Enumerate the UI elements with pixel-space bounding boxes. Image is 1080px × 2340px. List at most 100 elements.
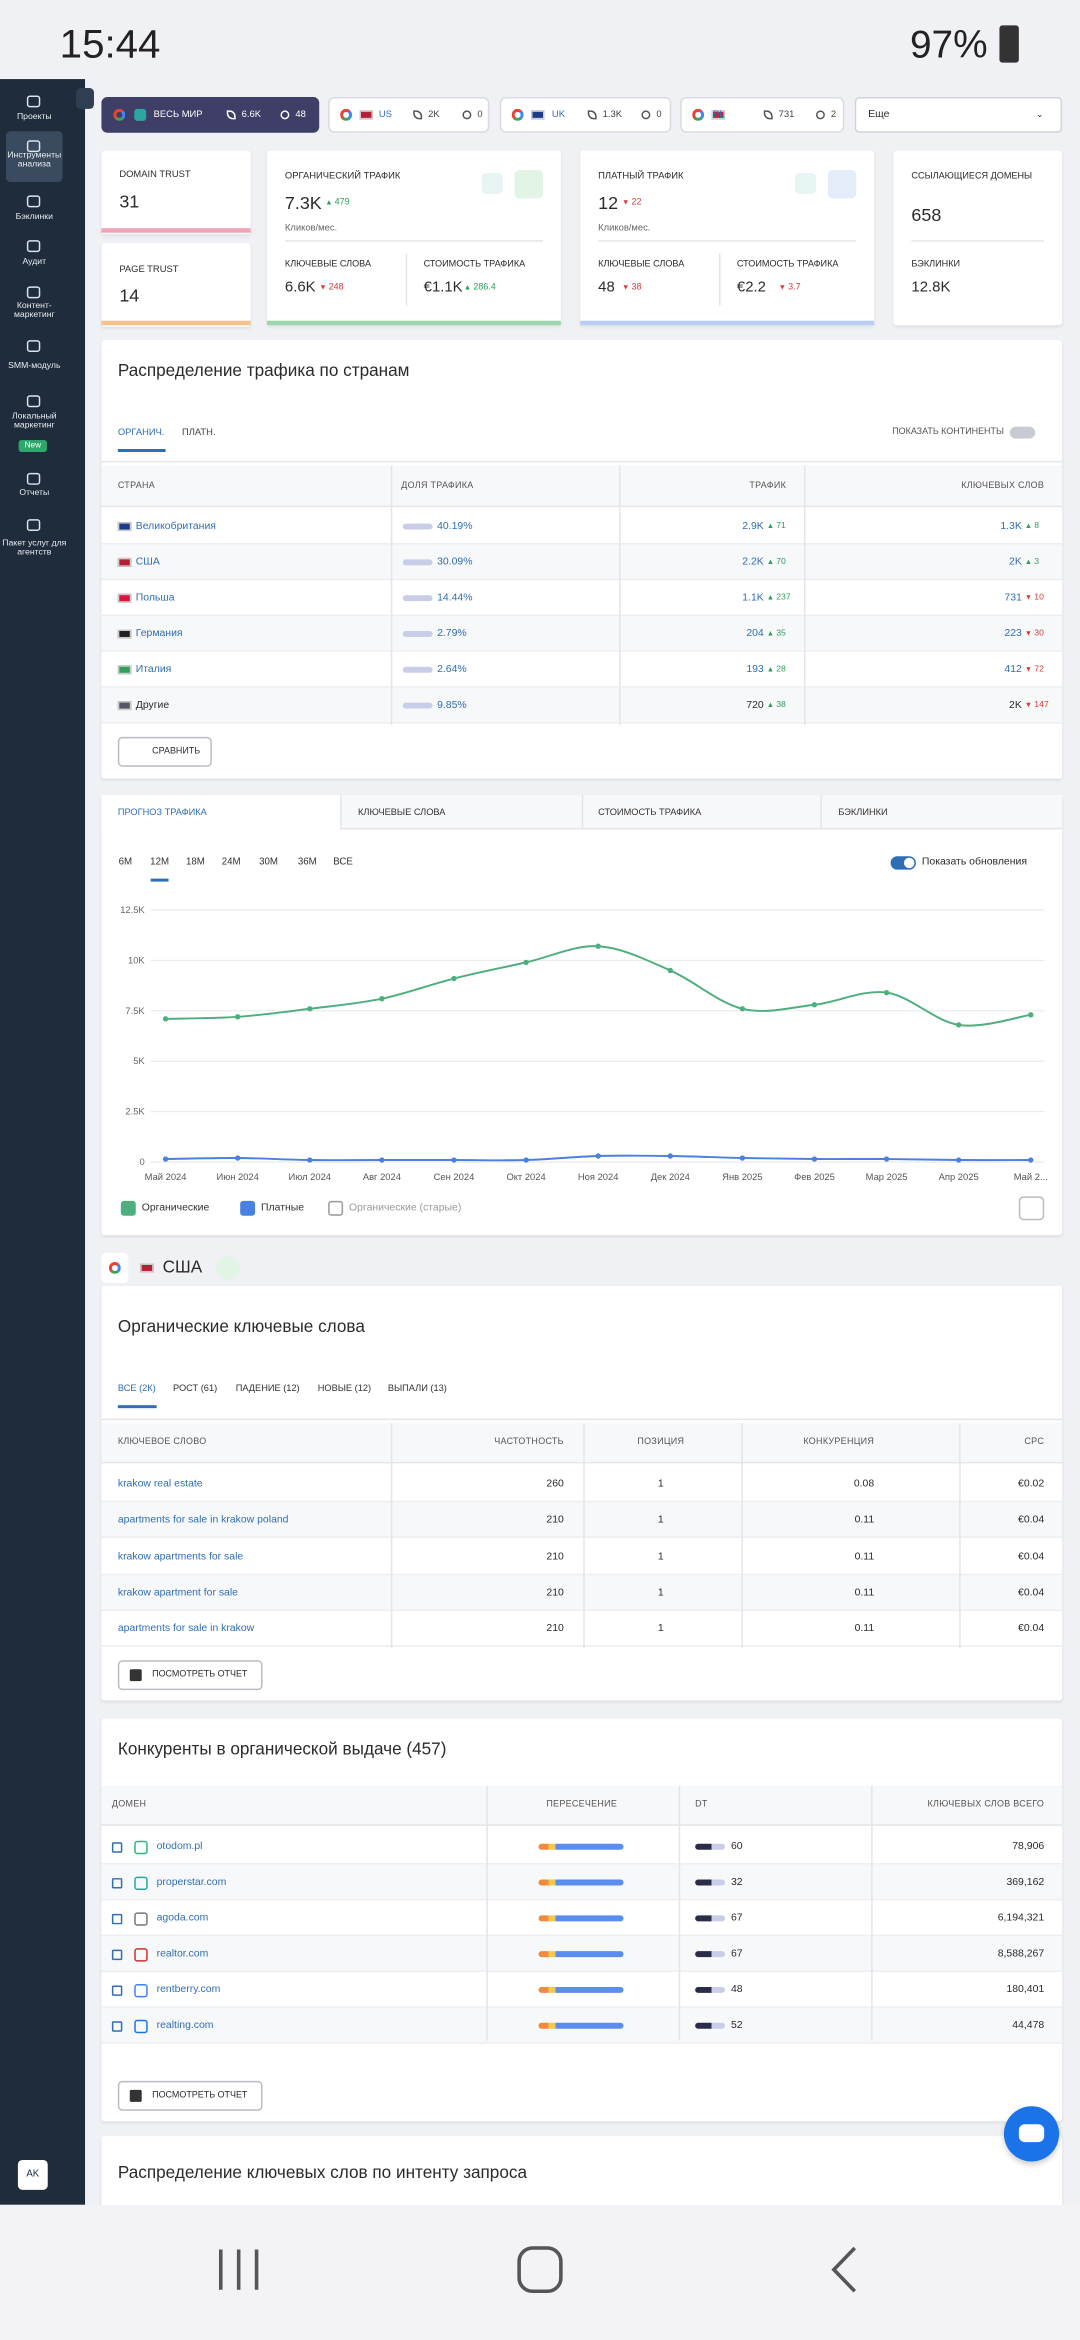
report-button[interactable] (117, 2080, 263, 2111)
column-divider (804, 465, 806, 725)
cpc: €0.04 (1018, 1515, 1045, 1526)
country-name[interactable]: Польша (135, 592, 175, 604)
active-tab (101, 795, 341, 831)
keyword[interactable]: apartments for sale in krakow poland (117, 1515, 289, 1526)
chart-tab[interactable]: КЛЮЧЕВЫЕ СЛОВА (358, 807, 446, 819)
sidebar-icon (26, 472, 41, 485)
favicon (134, 1911, 148, 1926)
metric-value: €2.2 (736, 279, 766, 297)
sidebar-item[interactable]: Пакет услуг для агентств (2, 539, 67, 558)
google-icon (108, 1261, 121, 1274)
keyword-delta: 10 (1025, 594, 1044, 603)
region-links: 48 (295, 109, 306, 121)
sidebar-item[interactable]: Аудит (22, 257, 47, 267)
domain[interactable]: agoda.com (156, 1913, 209, 1924)
chart-tab[interactable]: БЭКЛИНКИ (838, 807, 888, 819)
export-button[interactable] (1018, 1196, 1045, 1221)
keyword[interactable]: krakow apartment for sale (117, 1587, 238, 1599)
domain-trust: 60 (730, 1841, 743, 1852)
keyword[interactable]: krakow apartments for sale (117, 1551, 244, 1562)
tab[interactable]: ВЫПАЛИ (13) (387, 1383, 447, 1395)
country-name[interactable]: США (135, 557, 160, 568)
country-name[interactable]: Италия (135, 664, 172, 675)
overlap-bar (538, 1951, 624, 1958)
domain[interactable]: otodom.pl (156, 1841, 203, 1852)
flag-icon (531, 110, 545, 120)
competition: 0.08 (853, 1479, 875, 1490)
section-title: Органические ключевые слова (117, 1318, 365, 1337)
period[interactable]: ВСЕ (333, 856, 353, 868)
domain[interactable]: properstar.com (156, 1877, 227, 1888)
region-title: США (162, 1259, 203, 1277)
legend-checkbox[interactable] (120, 1200, 136, 1216)
share-bar (402, 595, 433, 602)
keyword[interactable]: krakow real estate (117, 1479, 203, 1490)
sidebar-toggle[interactable] (76, 88, 94, 109)
sidebar-item[interactable]: Контент-маркетинг (13, 302, 55, 321)
tab[interactable]: ВСЕ (2К) (117, 1383, 156, 1395)
sidebar-item[interactable]: SMM-модуль (8, 362, 61, 372)
keyword-count: 731 (1004, 592, 1022, 604)
country-name[interactable]: Великобритания (135, 521, 216, 532)
frequency: 260 (546, 1479, 564, 1490)
position: 1 (657, 1515, 664, 1526)
region-keywords: 2K (428, 109, 440, 121)
table-row (101, 1502, 1063, 1539)
period[interactable]: 24M (221, 856, 241, 868)
sidebar-item[interactable]: Локальный маркетинг (11, 412, 57, 432)
dt-bar (695, 1951, 725, 1958)
more-dropdown[interactable] (854, 96, 1063, 133)
region-tab[interactable] (328, 96, 490, 133)
region-links: 0 (477, 109, 483, 121)
traffic-delta: 28 (767, 665, 786, 674)
period[interactable]: 30M (259, 856, 278, 868)
traffic-chart-card (101, 795, 1063, 1236)
legend-checkbox[interactable] (240, 1200, 256, 1216)
sidebar-icon (26, 519, 41, 532)
compare-button[interactable] (117, 736, 212, 767)
report-button[interactable] (117, 1660, 263, 1691)
column-divider (390, 1423, 393, 1649)
organic-card (267, 150, 561, 326)
tab-underline (117, 1405, 157, 1408)
avatar[interactable]: AK (17, 2159, 48, 2190)
tab[interactable]: НОВЫЕ (12) (317, 1383, 372, 1395)
flag-icon (117, 629, 132, 639)
region-keywords: 1.3K (602, 109, 622, 121)
metric-value: 7.3K (284, 192, 322, 214)
sidebar-item[interactable]: Отчеты (19, 489, 50, 498)
frequency: 210 (546, 1587, 564, 1599)
sidebar-item[interactable]: Инструменты анализа (7, 151, 62, 171)
toggle[interactable] (1009, 426, 1036, 439)
google-icon (692, 108, 705, 121)
keyword[interactable]: apartments for sale in krakow (117, 1624, 255, 1635)
period[interactable]: 6M (118, 856, 133, 868)
country-name[interactable]: Германия (135, 628, 183, 640)
sidebar-icon (26, 195, 41, 208)
domain[interactable]: realting.com (156, 2020, 214, 2031)
sidebar-active (5, 131, 63, 182)
tab-divider (820, 795, 822, 830)
tab[interactable]: РОСТ (61) (173, 1383, 218, 1395)
button-label: СРАВНИТЬ (152, 747, 201, 757)
competition: 0.11 (854, 1551, 875, 1562)
competition: 0.11 (854, 1624, 875, 1635)
tab[interactable]: ПАДЕНИЕ (12) (235, 1383, 300, 1395)
period[interactable]: 12M (150, 856, 170, 868)
sidebar-icon (26, 286, 41, 299)
domain[interactable]: rentberry.com (156, 1984, 221, 1996)
period[interactable]: 36M (297, 856, 317, 868)
leaf-badge (216, 1256, 241, 1280)
period[interactable]: 18M (185, 856, 205, 868)
legend-checkbox[interactable] (328, 1200, 344, 1216)
chart-tab[interactable]: СТОИМОСТЬ ТРАФИКА (598, 807, 702, 819)
sidebar-item[interactable]: Проекты (16, 113, 52, 123)
divider (719, 253, 721, 306)
sidebar-item[interactable]: Бэклинки (15, 213, 53, 222)
domain[interactable]: realtor.com (156, 1948, 209, 1960)
tab[interactable]: ПЛАТН. (181, 427, 216, 438)
chart-tab[interactable]: ПРОГНОЗ ТРАФИКА (117, 807, 207, 819)
table-row (101, 616, 1063, 652)
tab[interactable]: ОРГАНИЧ. (117, 427, 165, 438)
